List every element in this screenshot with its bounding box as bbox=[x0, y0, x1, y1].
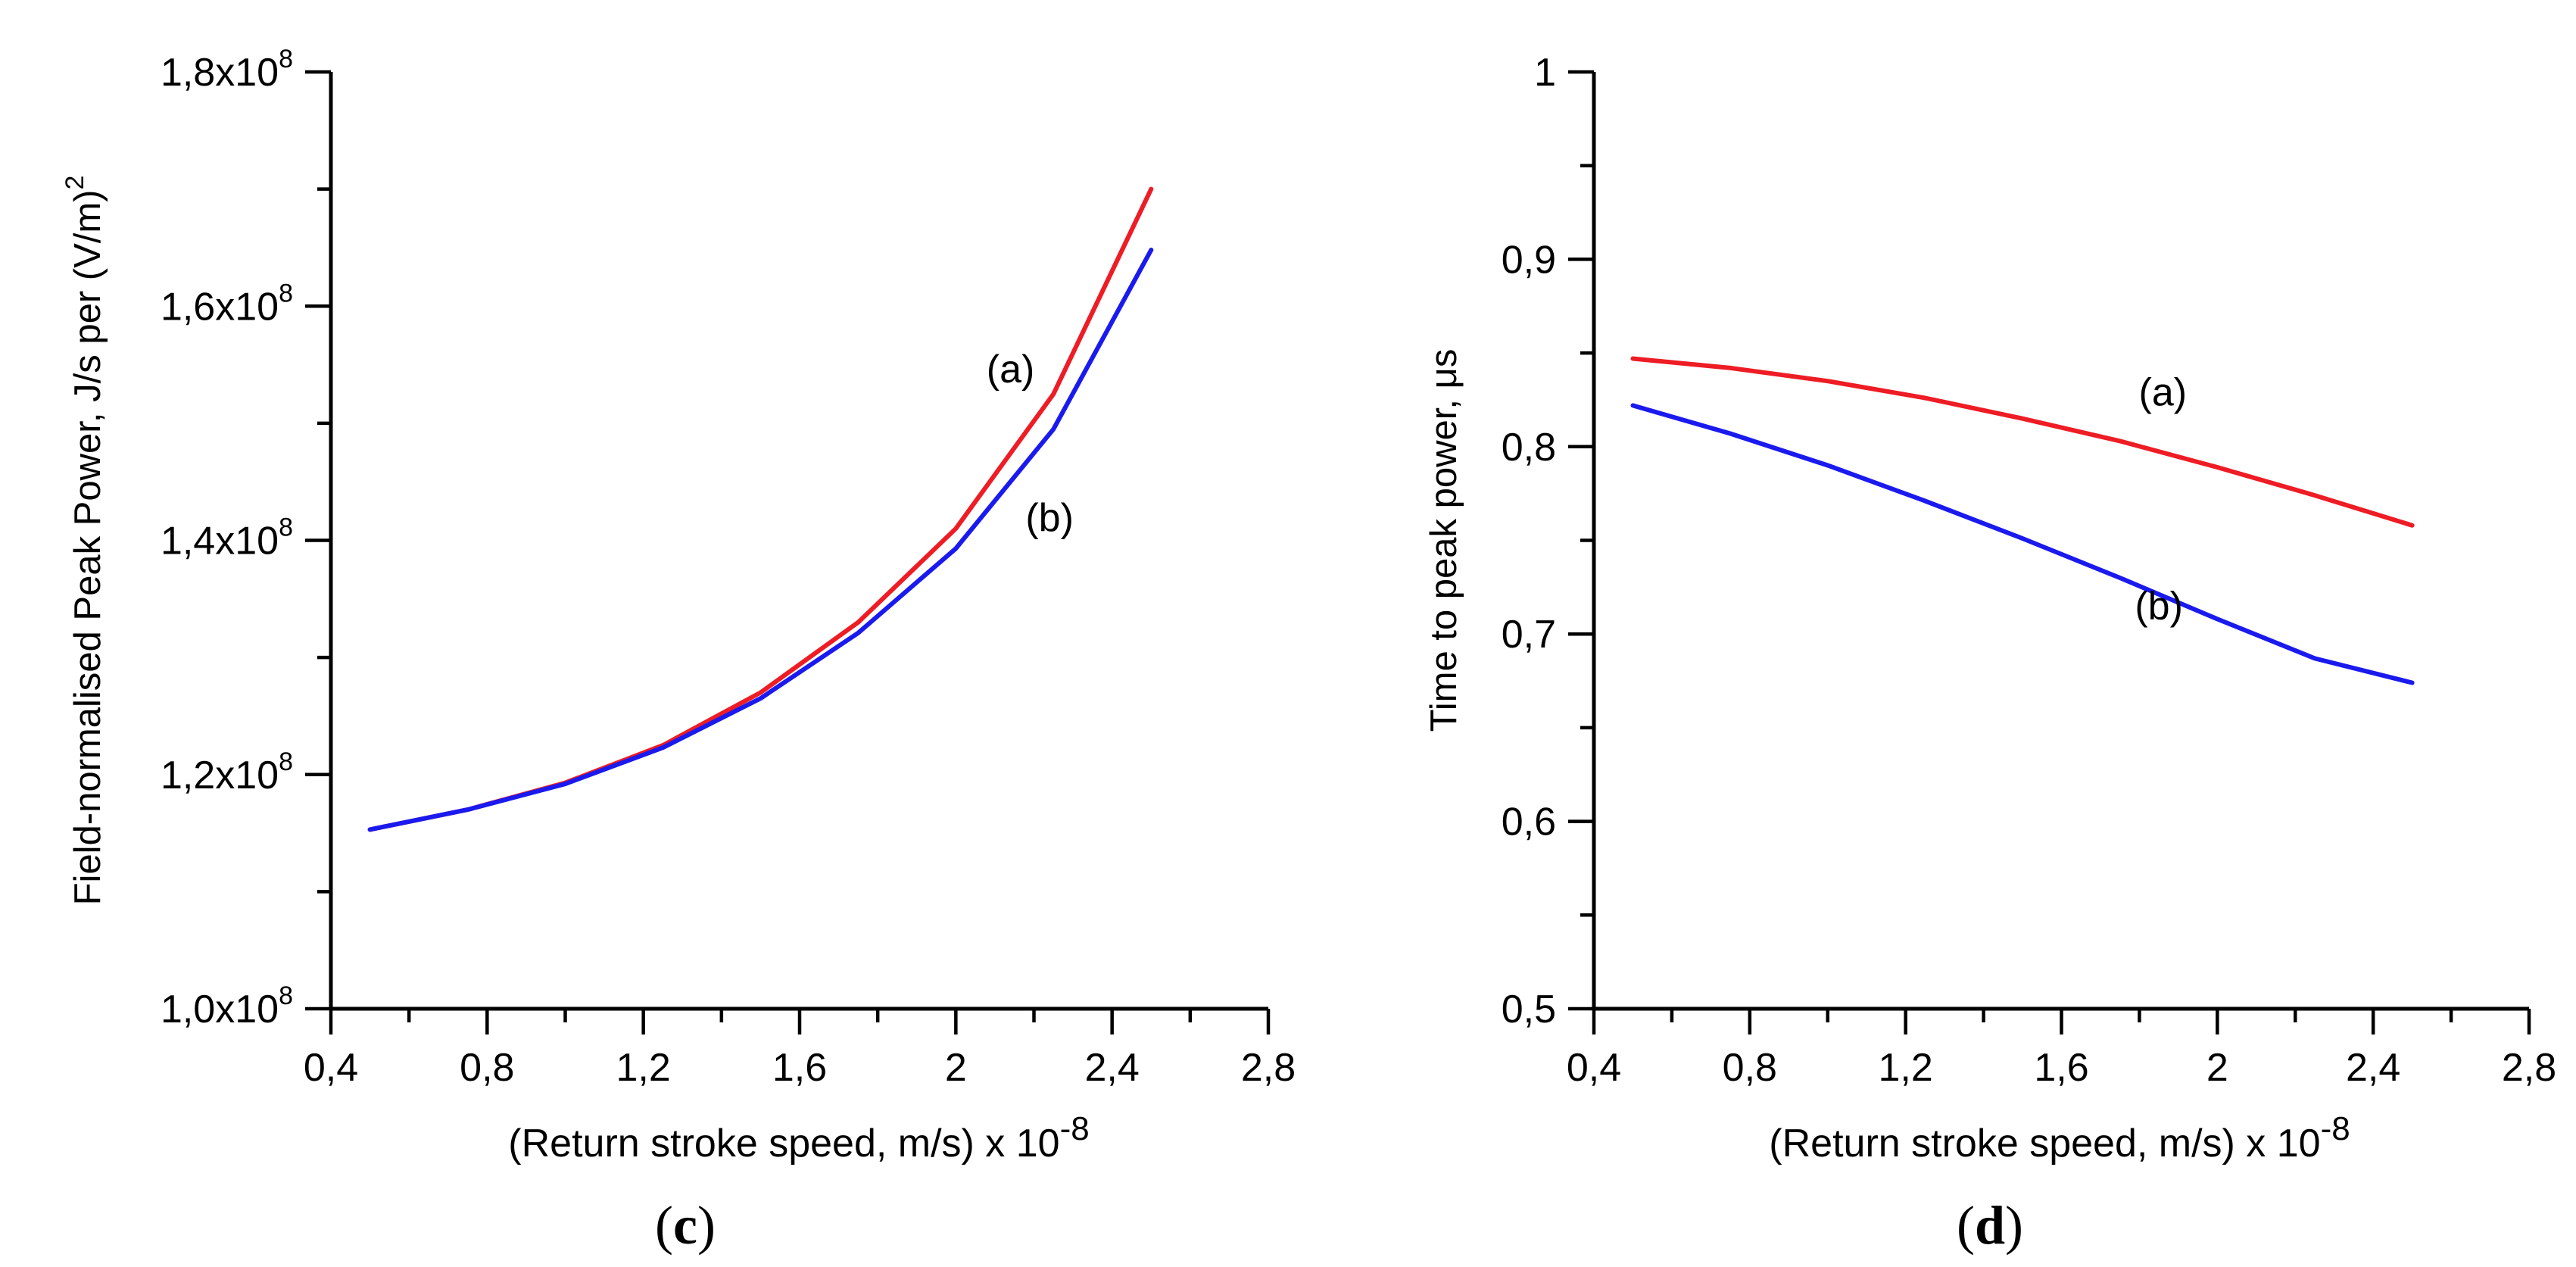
x-tick-label: 2,4 bbox=[1085, 1046, 1140, 1090]
y-axis-label-text: Time to peak power, μs bbox=[1424, 349, 1464, 732]
series-line-a bbox=[1630, 356, 2415, 528]
x-tick-label: 0,4 bbox=[1567, 1046, 1621, 1090]
y-tick-mantissa: 1,0x10 bbox=[161, 988, 279, 1031]
x-tick-label: 0,8 bbox=[460, 1046, 514, 1090]
panel-label: (c) bbox=[655, 1195, 716, 1256]
x-axis-label-text: (Return stroke speed, m/s) x 10 bbox=[1769, 1122, 2320, 1166]
y-tick-exponent: 8 bbox=[279, 279, 293, 307]
panel-label-paren: ) bbox=[2005, 1195, 2023, 1256]
y-tick-mantissa: 1,2x10 bbox=[161, 754, 279, 797]
y-tick-label: 1,0x108 bbox=[161, 981, 293, 1031]
panel-label-letter: c bbox=[673, 1195, 697, 1256]
y-axis-label: Time to peak power, μs bbox=[1424, 349, 1464, 732]
panel-label-letter: d bbox=[1975, 1195, 2005, 1256]
chart-panel-c: 0,4 0,8 1,2 1,6 2 2,4 2,81,0x1081,2x1081,4x108… bbox=[61, 45, 1296, 1256]
series-line-b bbox=[367, 248, 1154, 832]
x-tick-label: 1,2 bbox=[1879, 1046, 1933, 1090]
y-axis-label: Field-normalised Peak Power, J/s per (V/… bbox=[61, 176, 108, 906]
y-axis-label-exponent: 2 bbox=[61, 176, 89, 190]
y-tick-exponent: 8 bbox=[279, 747, 293, 776]
y-tick-exponent: 8 bbox=[279, 513, 293, 542]
y-tick-label: 0,6 bbox=[1502, 800, 1556, 844]
curve-label-b: (b) bbox=[2135, 584, 2183, 628]
curve-label-a: (a) bbox=[2139, 370, 2188, 414]
y-tick-label: 1,8x108 bbox=[161, 45, 293, 95]
y-tick-exponent: 8 bbox=[279, 981, 293, 1010]
y-tick-mantissa: 1,6x10 bbox=[161, 285, 279, 329]
series-line-b bbox=[1630, 403, 2415, 685]
panel-label: (d) bbox=[1957, 1195, 2023, 1256]
x-tick-label: 1,6 bbox=[2034, 1046, 2088, 1090]
panel-label-paren: ( bbox=[1957, 1195, 1975, 1256]
x-axis-label: (Return stroke speed, m/s) x 10-8 bbox=[1769, 1110, 2350, 1166]
y-tick-exponent: 8 bbox=[279, 45, 293, 73]
curve-label-a: (a) bbox=[987, 348, 1035, 392]
x-tick-label: 0,8 bbox=[1723, 1046, 1777, 1090]
y-tick-mantissa: 1,4x10 bbox=[161, 520, 279, 563]
y-tick-label: 1 bbox=[1534, 51, 1556, 95]
y-tick-label: 0,5 bbox=[1502, 988, 1556, 1031]
y-tick-label: 0,8 bbox=[1502, 426, 1556, 470]
x-tick-label: 2,4 bbox=[2346, 1046, 2400, 1090]
x-tick-label: 2 bbox=[2206, 1046, 2228, 1090]
chart-panel-d: 0,4 0,8 1,2 1,6 2 2,4 2,8 0,5 0,6 0,7 0,8 0,9 1 (a) (b… bbox=[1424, 51, 2556, 1256]
y-tick-label: 0,7 bbox=[1502, 613, 1556, 657]
x-tick-label: 1,6 bbox=[772, 1046, 827, 1090]
x-axis-label-text: (Return stroke speed, m/s) x 10 bbox=[508, 1122, 1059, 1166]
y-tick-mantissa: 1,8x10 bbox=[161, 51, 279, 95]
y-tick-label: 1,4x108 bbox=[161, 513, 293, 563]
y-tick-label: 1,6x108 bbox=[161, 279, 293, 329]
x-tick-label: 2,8 bbox=[2502, 1046, 2556, 1090]
x-tick-label: 1,2 bbox=[616, 1046, 671, 1090]
x-axis-label-exponent: -8 bbox=[1060, 1110, 1090, 1147]
y-tick-label: 0,9 bbox=[1502, 238, 1556, 282]
x-tick-label: 0,4 bbox=[304, 1046, 358, 1090]
x-axis-label-exponent: -8 bbox=[2321, 1110, 2350, 1147]
x-tick-label: 2,8 bbox=[1241, 1046, 1296, 1090]
x-tick-label: 2 bbox=[945, 1046, 967, 1090]
panel-label-paren: ( bbox=[655, 1195, 673, 1256]
x-axis-label: (Return stroke speed, m/s) x 10-8 bbox=[508, 1110, 1089, 1166]
y-tick-label: 1,2x108 bbox=[161, 747, 293, 797]
panel-label-paren: ) bbox=[697, 1195, 716, 1256]
y-axis-label-text: Field-normalised Peak Power, J/s per (V/… bbox=[67, 189, 108, 905]
curve-label-b: (b) bbox=[1025, 496, 1074, 540]
